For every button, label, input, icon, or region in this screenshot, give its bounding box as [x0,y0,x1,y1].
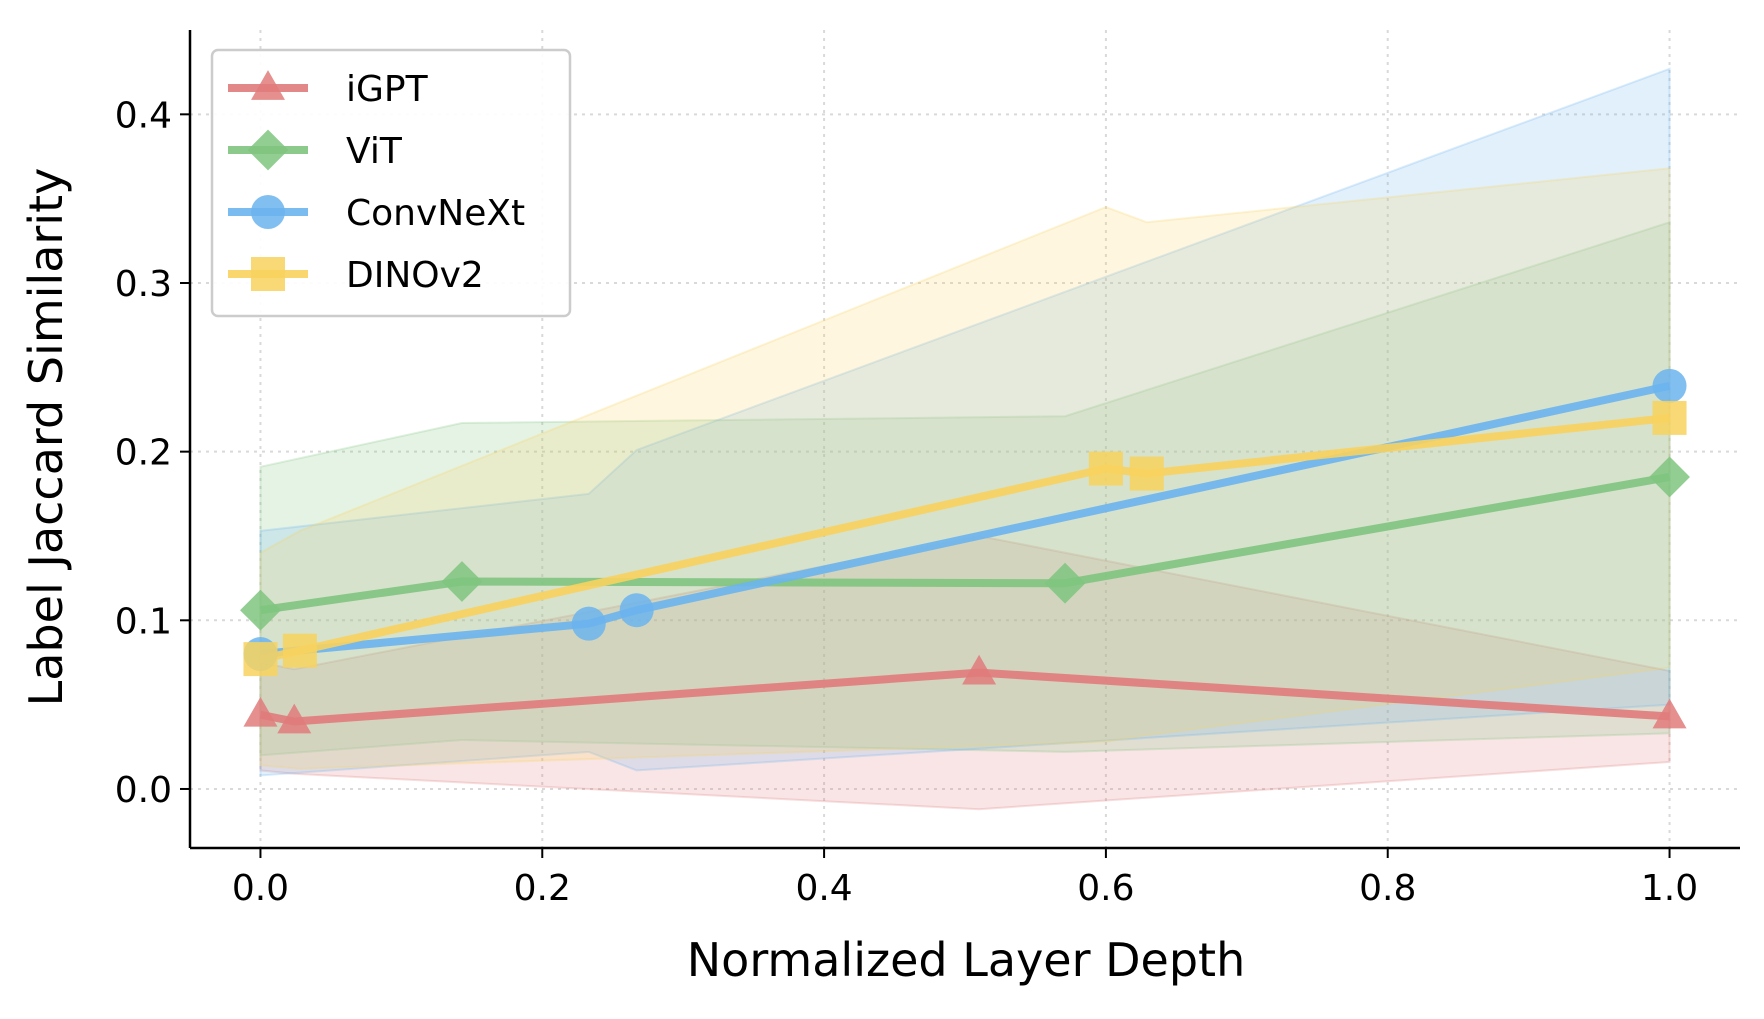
igpt-point [1652,698,1687,729]
igpt-point [962,654,997,685]
legend-label-dinov2: DINOv2 [346,255,484,296]
dinov2-point [282,633,317,668]
axes: 0.0 0.2 0.4 0.6 0.8 1.0 0.0 0.1 0.2 0.3 0.4 [115,30,1740,909]
y-tick-label: 0.2 [115,433,172,474]
convnext-point [619,593,654,628]
vit-point [441,561,483,602]
dinov2-point [1652,400,1687,435]
vit-point [1044,562,1086,604]
legend-marker-igpt [251,70,285,100]
legend-label-convnext: ConvNeXt [346,193,525,234]
dinov2-point [243,642,278,677]
y-tick-label: 0.0 [115,770,172,811]
dinov2-point [1088,451,1123,486]
igpt-point [243,696,278,727]
legend-marker-dinov2 [251,257,285,291]
legend-marker-convnext [251,195,285,229]
convnext-line [260,381,1671,659]
x-tick-label: 0.8 [1359,868,1416,909]
igpt-point [277,703,312,734]
series-markers [240,368,1690,734]
y-axis-title: Label Jaccard Similarity [19,168,73,707]
x-tick-label: 0.2 [514,868,571,909]
x-tick-label: 1.0 [1641,868,1698,909]
legend-marker-vit [247,129,289,171]
y-tick-label: 0.1 [115,601,172,642]
vit-point [240,589,281,631]
legend-box [210,48,572,318]
x-tick-label: 0.6 [1077,868,1134,909]
vit-point [1649,456,1690,498]
legend-label-igpt: iGPT [346,69,429,110]
convnext-point [1652,368,1687,403]
vit-band [259,220,1671,757]
legend-label-vit: ViT [346,131,403,172]
convnext-point [571,606,606,641]
dinov2-point [1129,456,1164,491]
x-tick-label: 0.4 [795,868,852,909]
igpt-line [259,668,1670,726]
y-tick-label: 0.3 [115,264,172,305]
x-axis-title: Normalized Layer Depth [687,933,1245,987]
y-tick-label: 0.4 [115,95,172,136]
legend: iGPT ViT ConvNeXt DINOv2 [210,48,572,318]
x-tick-label: 0.0 [232,868,289,909]
